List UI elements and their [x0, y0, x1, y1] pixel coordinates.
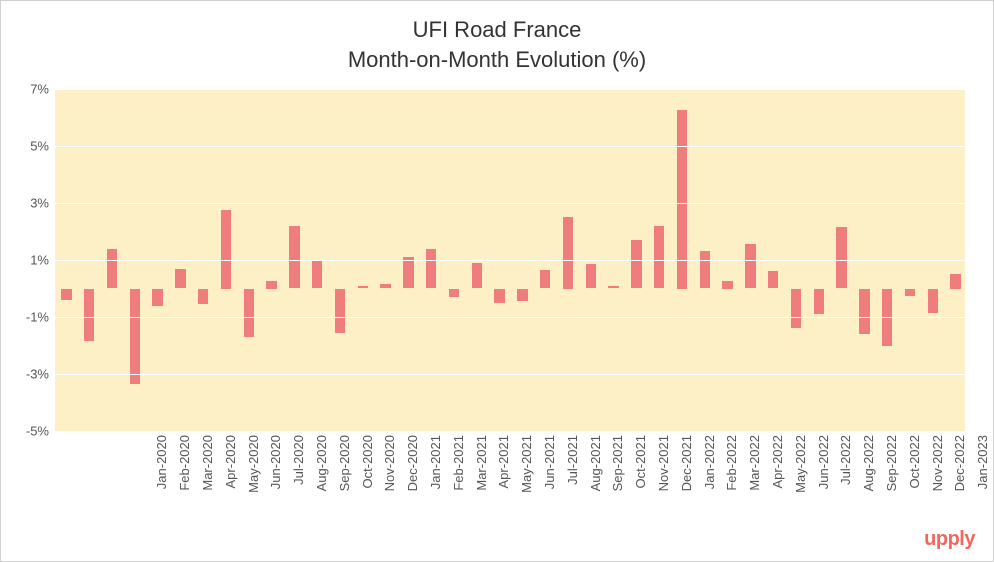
x-tick-label: Feb-2022 — [724, 435, 739, 525]
grid-line — [55, 374, 965, 375]
bar — [928, 289, 938, 313]
x-tick-label: Apr-2020 — [223, 435, 238, 525]
bar — [175, 269, 185, 289]
x-tick-label: Apr-2022 — [770, 435, 785, 525]
bar — [768, 271, 778, 288]
y-axis-labels: -5%-3%-1%1%3%5%7% — [15, 89, 49, 431]
y-tick-label: -1% — [26, 310, 49, 325]
bar — [198, 289, 208, 305]
x-tick-label: Jun-2022 — [816, 435, 831, 525]
bar — [244, 289, 254, 337]
bar — [84, 289, 94, 342]
bar — [380, 284, 390, 288]
x-tick-label: Feb-2021 — [451, 435, 466, 525]
x-tick-label: Jul-2020 — [291, 435, 306, 525]
bar — [540, 270, 550, 289]
bar — [950, 274, 960, 288]
title-line-2: Month-on-Month Evolution (%) — [1, 45, 993, 75]
x-tick-label: Mar-2022 — [747, 435, 762, 525]
y-tick-label: 1% — [30, 253, 49, 268]
x-tick-label: Jul-2022 — [838, 435, 853, 525]
bar — [517, 289, 527, 302]
x-tick-label: Apr-2021 — [496, 435, 511, 525]
bar — [722, 281, 732, 288]
bar — [905, 289, 915, 296]
grid-line — [55, 431, 965, 432]
x-tick-label: Nov-2021 — [656, 435, 671, 525]
x-tick-label: Jul-2021 — [565, 435, 580, 525]
y-tick-label: -5% — [26, 424, 49, 439]
bar — [472, 263, 482, 289]
x-tick-label: Jan-2020 — [154, 435, 169, 525]
x-tick-label: Jan-2022 — [702, 435, 717, 525]
bar — [358, 286, 368, 289]
bar — [221, 210, 231, 288]
bar — [814, 289, 824, 315]
x-tick-label: Sep-2020 — [337, 435, 352, 525]
x-tick-label: Dec-2020 — [405, 435, 420, 525]
x-tick-label: Oct-2022 — [907, 435, 922, 525]
x-tick-label: Aug-2022 — [861, 435, 876, 525]
x-tick-label: Dec-2021 — [679, 435, 694, 525]
bar — [403, 257, 413, 288]
bar — [608, 286, 618, 289]
bar — [791, 289, 801, 329]
brand-logo: upply — [924, 528, 975, 551]
grid-line — [55, 260, 965, 261]
bar — [312, 261, 322, 288]
bar — [449, 289, 459, 298]
bar — [61, 289, 71, 300]
x-tick-label: Mar-2021 — [474, 435, 489, 525]
bar — [563, 217, 573, 288]
grid-line — [55, 89, 965, 90]
x-tick-label: May-2020 — [246, 435, 261, 525]
bar — [426, 249, 436, 289]
x-tick-label: Mar-2020 — [200, 435, 215, 525]
grid-line — [55, 203, 965, 204]
bar — [152, 289, 162, 306]
bar — [745, 244, 755, 288]
bar — [631, 240, 641, 288]
bar — [130, 289, 140, 384]
x-tick-label: Sep-2022 — [884, 435, 899, 525]
title-line-1: UFI Road France — [1, 15, 993, 45]
bar — [335, 289, 345, 333]
plot-area: -5%-3%-1%1%3%5%7% — [55, 89, 965, 431]
bar — [266, 281, 276, 288]
bar — [586, 264, 596, 288]
bar — [289, 226, 299, 289]
bar — [677, 110, 687, 288]
x-tick-label: May-2022 — [793, 435, 808, 525]
x-tick-label: Dec-2022 — [952, 435, 967, 525]
bar — [859, 289, 869, 335]
x-tick-label: Nov-2020 — [382, 435, 397, 525]
x-tick-label: Sep-2021 — [610, 435, 625, 525]
x-tick-label: May-2021 — [519, 435, 534, 525]
chart-container: UFI Road France Month-on-Month Evolution… — [0, 0, 994, 562]
x-tick-label: Oct-2021 — [633, 435, 648, 525]
y-tick-label: -3% — [26, 367, 49, 382]
chart-title: UFI Road France Month-on-Month Evolution… — [1, 1, 993, 74]
y-tick-label: 7% — [30, 82, 49, 97]
grid-line — [55, 317, 965, 318]
x-tick-label: Aug-2021 — [588, 435, 603, 525]
x-tick-label: Aug-2020 — [314, 435, 329, 525]
y-tick-label: 3% — [30, 196, 49, 211]
x-tick-label: Oct-2020 — [360, 435, 375, 525]
grid-line — [55, 146, 965, 147]
x-axis-labels: Jan-2020 Feb-2020 Mar-2020 Apr-2020 May-2020… — [55, 435, 965, 535]
bar — [700, 251, 710, 288]
x-tick-label: Jan-2021 — [428, 435, 443, 525]
y-tick-label: 5% — [30, 139, 49, 154]
x-tick-label: Jan-2023 — [975, 435, 990, 525]
x-tick-label: Feb-2020 — [177, 435, 192, 525]
x-tick-label: Nov-2022 — [930, 435, 945, 525]
plot-wrap: -5%-3%-1%1%3%5%7% — [55, 89, 965, 431]
x-tick-label: Jun-2020 — [268, 435, 283, 525]
bar — [107, 249, 117, 289]
bar — [836, 227, 846, 288]
bar — [494, 289, 504, 303]
x-tick-label: Jun-2021 — [542, 435, 557, 525]
bar — [654, 226, 664, 289]
